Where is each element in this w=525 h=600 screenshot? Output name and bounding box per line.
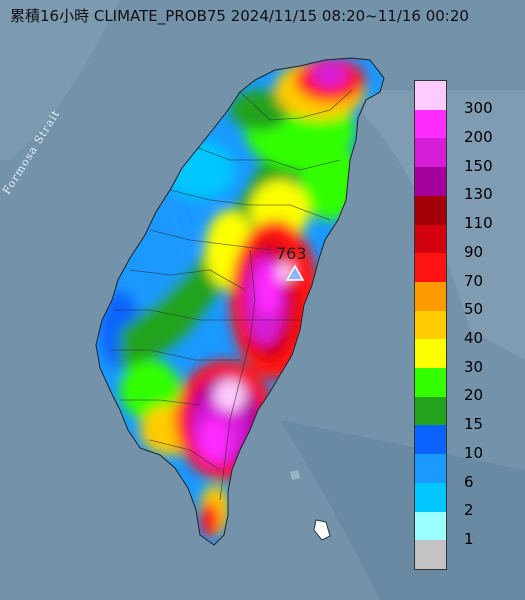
legend-swatch bbox=[415, 224, 446, 254]
legend-label: 40 bbox=[464, 329, 484, 347]
legend-swatch bbox=[415, 81, 446, 110]
legend-label: 15 bbox=[464, 415, 484, 434]
legend-label: 110 bbox=[464, 214, 493, 233]
legend-label: 150 bbox=[464, 156, 493, 175]
legend-swatch bbox=[415, 396, 446, 426]
max-rainfall-label: 763 bbox=[276, 244, 307, 263]
legend-swatch bbox=[415, 253, 446, 282]
legend-label: 130 bbox=[464, 185, 493, 204]
legend-label: 50 bbox=[464, 300, 484, 319]
legend-swatch bbox=[415, 195, 446, 225]
max-triangle-icon bbox=[285, 264, 305, 281]
legend-label: 20 bbox=[464, 386, 484, 405]
legend-swatch bbox=[415, 339, 446, 369]
legend-swatch bbox=[415, 109, 446, 139]
legend-swatch bbox=[415, 281, 446, 311]
legend-label: 10 bbox=[464, 443, 484, 462]
legend-label: 200 bbox=[464, 128, 493, 147]
legend-swatch bbox=[415, 454, 446, 483]
legend-label: 70 bbox=[464, 271, 484, 290]
legend: 300 200 150 130 110 90 70 50 40 30 20 15 10 6 2 1 bbox=[414, 80, 514, 570]
legend-label: 30 bbox=[464, 357, 484, 376]
legend-swatch bbox=[415, 368, 446, 397]
legend-label: 300 bbox=[464, 99, 493, 118]
legend-swatch bbox=[415, 310, 446, 340]
legend-swatch bbox=[415, 425, 446, 455]
legend-label: 90 bbox=[464, 242, 484, 261]
legend-label: 1 bbox=[464, 529, 474, 548]
legend-label: 6 bbox=[464, 472, 474, 491]
legend-swatch bbox=[415, 482, 446, 512]
legend-colorbar bbox=[414, 80, 447, 570]
map-title: 累積16小時 CLIMATE_PROB75 2024/11/15 08:20~1… bbox=[10, 7, 469, 25]
legend-label: 2 bbox=[464, 501, 474, 520]
legend-swatch bbox=[415, 511, 446, 541]
legend-swatch bbox=[415, 167, 446, 196]
legend-swatch bbox=[415, 540, 446, 569]
legend-swatch bbox=[415, 138, 446, 168]
